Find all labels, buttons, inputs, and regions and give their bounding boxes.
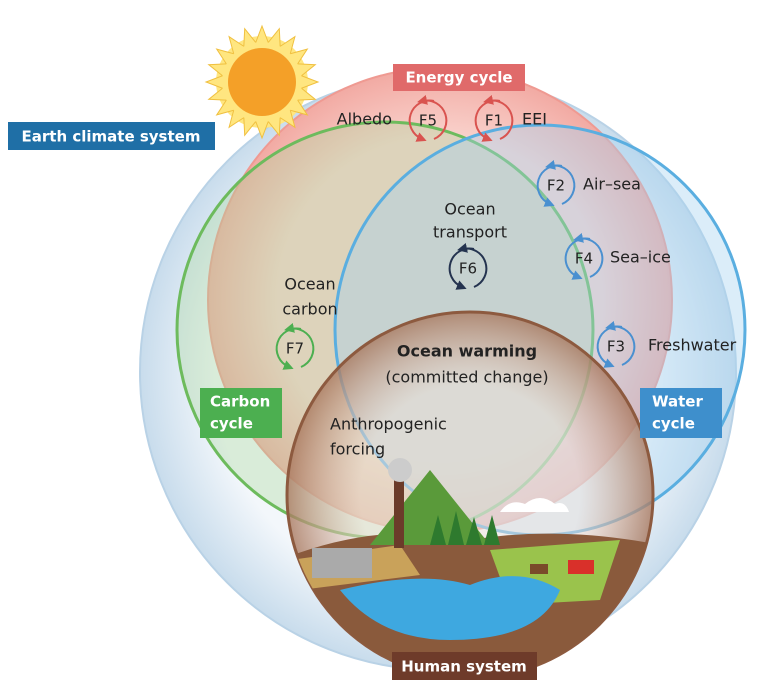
feedback-icon: F6 (448, 243, 488, 290)
sun (204, 24, 320, 140)
feedback-code: F5 (419, 112, 437, 130)
sun-ray (279, 110, 296, 129)
sun-ray (207, 87, 227, 101)
sun-ray (297, 87, 317, 101)
cycle-arrow (573, 233, 604, 278)
cycle-arrow (417, 95, 448, 140)
feedback-label: Albedo (337, 110, 392, 129)
feedback-label: transport (433, 223, 507, 242)
earth-label: Earth climate system (22, 128, 201, 146)
forcing-label: Anthropogenic (330, 415, 447, 434)
sun-ray (215, 99, 234, 116)
sun-ray (255, 24, 269, 43)
sun-ray (267, 117, 281, 137)
cycle-arrow (483, 95, 514, 140)
sun-ray (290, 48, 309, 65)
forcing-label: forcing (330, 440, 385, 459)
water-label-box (640, 388, 722, 438)
feedback-label: Air–sea (583, 175, 641, 194)
feedback-icon: F5 (408, 95, 448, 142)
feedback-label: Ocean (284, 275, 335, 294)
sun-ray (267, 27, 281, 47)
feedback-label: Freshwater (648, 336, 737, 355)
feedback-label: EEI (522, 110, 547, 129)
feedback-icon: F4 (564, 233, 604, 280)
feedback-icon: F1 (474, 95, 514, 142)
human-label-box (392, 652, 537, 680)
feedback-code: F4 (575, 250, 593, 268)
sun-ray (297, 63, 317, 77)
sun-ray (290, 99, 309, 116)
cycle-arrow (457, 243, 488, 288)
feedback-code: F6 (459, 260, 477, 278)
sun-ray (215, 48, 234, 65)
feedback-label: carbon (282, 300, 337, 319)
feedback-code: F2 (547, 177, 565, 195)
feedback-icon: F2 (536, 160, 576, 207)
sun-ray (301, 75, 320, 89)
center-title: Ocean warming (397, 342, 537, 361)
water-label: cycle (652, 415, 695, 433)
feedback-icon: F7 (275, 323, 315, 370)
feedback-icon: F3 (596, 321, 636, 368)
cycle-arrow (605, 321, 636, 366)
feedback-code: F1 (485, 112, 503, 130)
water-label: Water (652, 393, 703, 411)
sun-ray (204, 75, 223, 89)
sun-ray (228, 110, 245, 129)
energy-label: Energy cycle (405, 69, 512, 87)
carbon-label: cycle (210, 415, 253, 433)
sun-ray (255, 121, 269, 140)
sun-ray (243, 117, 257, 137)
sun-ray (279, 35, 296, 54)
cycle-arrow (284, 323, 315, 368)
carbon-label: Carbon (210, 393, 270, 411)
earth-label-box (8, 122, 215, 150)
feedback-label: Sea–ice (610, 248, 671, 267)
carbon-label-box (200, 388, 282, 438)
feedback-code: F7 (286, 340, 304, 358)
cycle-arrow (545, 160, 576, 205)
sun-ray (207, 63, 227, 77)
feedback-code: F3 (607, 338, 625, 356)
energy-label-box (393, 64, 525, 91)
center-subtitle: (committed change) (385, 368, 548, 387)
human-label: Human system (401, 658, 527, 676)
feedback-label: Ocean (444, 200, 495, 219)
sun-ray (228, 35, 245, 54)
sun-ray (243, 27, 257, 47)
